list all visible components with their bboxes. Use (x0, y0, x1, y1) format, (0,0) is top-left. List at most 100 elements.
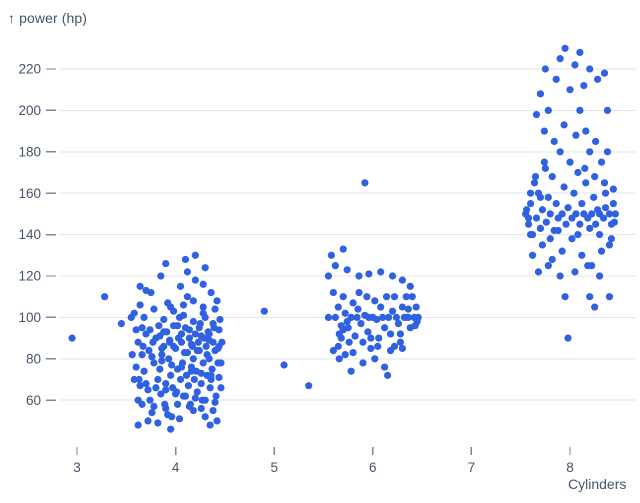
scatter-point (411, 322, 419, 330)
scatter-point (194, 338, 202, 346)
scatter-point (211, 305, 219, 313)
scatter-point (177, 338, 186, 346)
scatter-point (173, 400, 182, 408)
scatter-point (591, 303, 599, 311)
scatter-point (168, 361, 176, 369)
scatter-point (347, 313, 355, 321)
y-tick-label: 120 (18, 269, 41, 284)
scatter-point (600, 69, 609, 77)
scatter-point (329, 288, 337, 297)
scatter-point (260, 307, 268, 315)
scatter-point (561, 293, 569, 301)
scatter-point (134, 421, 142, 429)
scatter-point (375, 334, 383, 342)
scatter-point (586, 148, 594, 156)
scatter-point (162, 259, 170, 268)
scatter-point (339, 326, 347, 334)
scatter-point (576, 48, 584, 57)
scatter-point (586, 293, 594, 301)
scatter-point (199, 280, 207, 288)
scatter-point (566, 158, 574, 166)
scatter-point (363, 293, 371, 301)
scatter-point (603, 148, 612, 156)
scatter-point (202, 342, 210, 350)
scatter-point (185, 326, 193, 334)
gridlines (59, 68, 636, 401)
scatter-point (540, 127, 548, 135)
scatter-point (609, 185, 617, 193)
scatter-point (136, 301, 144, 309)
scatter-point (566, 86, 574, 94)
y-tick-label: 140 (18, 227, 41, 242)
scatter-point (132, 363, 140, 371)
scatter-point (392, 313, 401, 321)
scatter-point (154, 419, 162, 427)
scatter-point (532, 110, 541, 119)
scatter-point (532, 214, 541, 222)
scatter-point (215, 326, 223, 334)
scatter-point (403, 313, 411, 321)
y-tick-label: 200 (18, 103, 41, 118)
scatter-point (172, 390, 180, 398)
scatter-point (599, 214, 608, 222)
scatter-point (68, 334, 76, 342)
scatter-point (582, 179, 590, 187)
scatter-point (101, 293, 109, 301)
scatter-point (197, 404, 205, 413)
scatter-point (560, 121, 568, 129)
scatter-point (183, 268, 192, 276)
scatter-point (526, 231, 535, 239)
scatter-point (154, 375, 162, 384)
scatter-point (215, 373, 223, 382)
scatter-point (571, 268, 579, 276)
scatter-point (181, 255, 190, 264)
scatter-point (184, 382, 193, 390)
scatter-point (584, 262, 592, 270)
scatter-point (218, 338, 226, 346)
scatter-point (165, 355, 173, 363)
scatter-point (217, 384, 225, 392)
x-axis-ticks: 3 4 5 6 7 8 (73, 447, 574, 475)
scatter-point (140, 313, 148, 321)
scatter-point (158, 344, 166, 353)
scatter-point (359, 359, 367, 367)
scatter-point (191, 394, 199, 402)
scatter-point (353, 313, 361, 321)
scatter-point (412, 303, 420, 311)
scatter-point (578, 199, 586, 208)
scatter-point (138, 351, 146, 359)
scatter-point (191, 276, 199, 284)
scatter-point (217, 359, 225, 367)
scatter-point (349, 348, 357, 357)
scatter-point (590, 193, 598, 201)
y-tick-label: 60 (26, 393, 41, 408)
scatter-point (205, 330, 213, 338)
scatter-point (197, 369, 205, 377)
scatter-point (548, 255, 556, 264)
scatter-point (349, 299, 357, 307)
scatter-point (146, 326, 154, 334)
scatter-point (386, 330, 395, 338)
scatter-point (334, 303, 342, 311)
scatter-point (594, 75, 602, 83)
scatter-point (355, 288, 363, 297)
scatter-point (138, 324, 146, 332)
scatter-point (152, 384, 160, 392)
scatter-point (398, 303, 406, 311)
scatter-point (388, 307, 397, 315)
scatter-point (568, 235, 576, 243)
scatter-point (201, 264, 209, 272)
scatter-point (541, 65, 549, 73)
scatter-point (381, 324, 389, 332)
scatter-point (150, 359, 158, 367)
scatter-point (562, 220, 570, 228)
scatter-point (383, 371, 392, 379)
scatter-point (394, 320, 403, 328)
scatter-point (538, 241, 546, 249)
data-points (68, 44, 619, 433)
scatter-point (592, 220, 600, 228)
scatter-point (572, 131, 580, 139)
scatter-point (130, 375, 138, 384)
scatter-point (155, 322, 163, 330)
